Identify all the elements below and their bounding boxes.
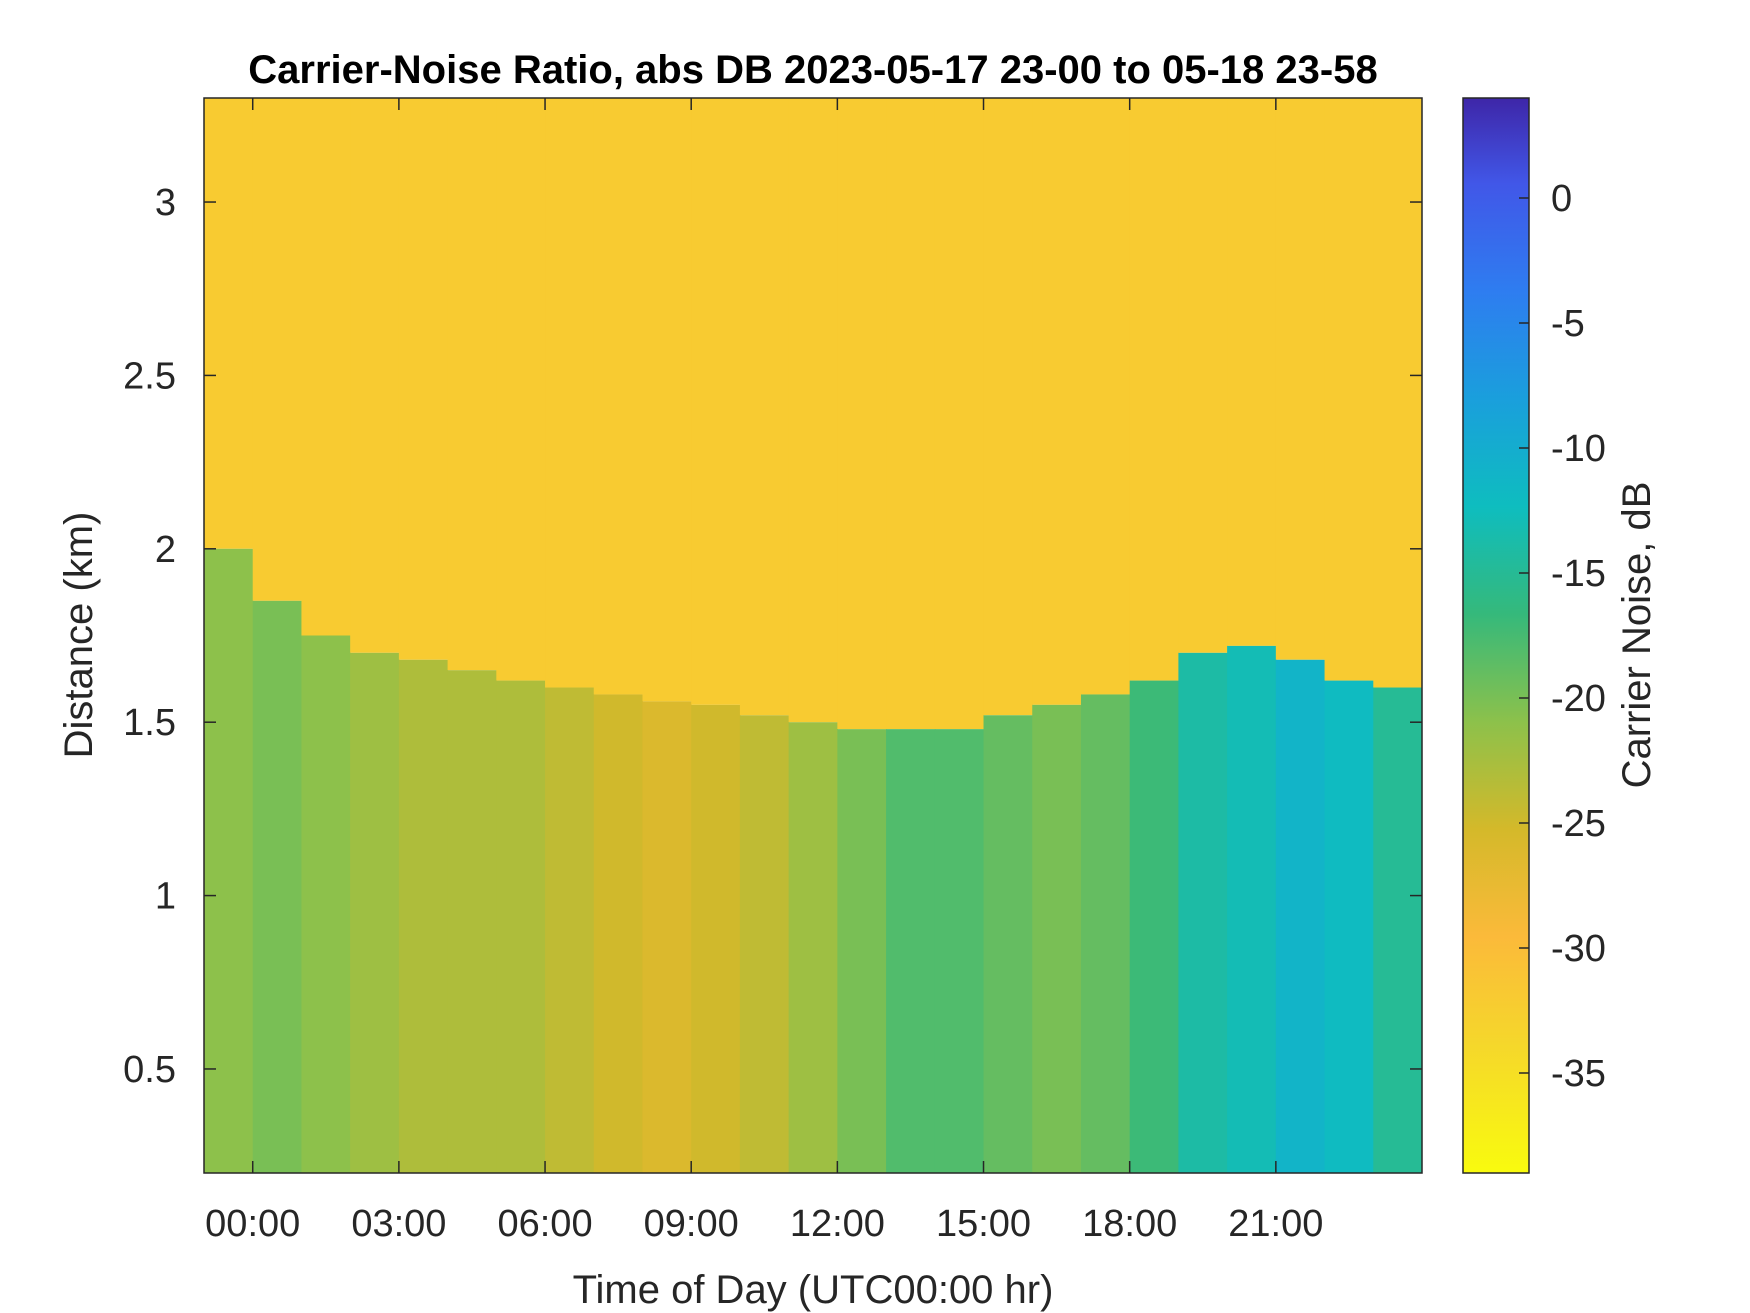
heatmap-cell-lower [837, 729, 887, 1173]
x-axis: 00:00 03:00 06:00 09:00 12:00 15:00 18:00 21:00 [205, 98, 1323, 1245]
heatmap-cell-lower [1324, 680, 1374, 1173]
heatmap-cell-upper [739, 98, 790, 716]
heatmap-cell-upper [350, 98, 400, 653]
y-tick-label: 3 [155, 182, 176, 224]
x-tick-label: 15:00 [936, 1203, 1031, 1245]
heatmap-cell-upper [1227, 98, 1277, 646]
heatmap-cell-lower [1129, 680, 1179, 1173]
chart-title: Carrier-Noise Ratio, abs DB 2023-05-17 2… [248, 48, 1377, 92]
heatmap-cell-lower [1032, 704, 1082, 1173]
heatmap-cell-lower [1080, 694, 1131, 1173]
y-tick-label: 1 [155, 876, 176, 918]
heatmap-cell-upper [1129, 98, 1179, 681]
colorbar-tick-label: -15 [1551, 553, 1606, 595]
heatmap-cell-upper [1324, 98, 1374, 681]
heatmap-cell-lower [593, 694, 644, 1173]
y-axis: 0.5 1 1.5 2 2.5 3 [123, 182, 1422, 1091]
heatmap-cell-upper [837, 98, 887, 730]
heatmap-cell-lower [496, 680, 546, 1173]
x-tick-label: 00:00 [205, 1203, 300, 1245]
colorbar-tick-label: -5 [1551, 303, 1585, 345]
x-tick-label: 21:00 [1228, 1203, 1323, 1245]
heatmap-cell-upper [642, 98, 692, 702]
heatmap-cell-lower [1373, 687, 1422, 1173]
heatmap-cell-lower [545, 687, 595, 1173]
heatmap-cell-upper [1080, 98, 1131, 695]
heatmap-cell-upper [934, 98, 985, 730]
heatmap-cell-upper [691, 98, 741, 705]
heatmap-cell-lower [350, 652, 400, 1173]
heatmap-cell-upper [886, 98, 936, 730]
heatmap-cell-lower [886, 729, 936, 1173]
heatmap-cell-upper [252, 98, 303, 601]
colorbar-axis: 0 -5 -10 -15 -20 -25 -30 -35 [1519, 178, 1606, 1095]
heatmap-cell-lower [788, 722, 838, 1173]
heatmap-cell-upper [301, 98, 351, 636]
heatmap-cell-lower [398, 659, 449, 1173]
x-axis-label: Time of Day (UTC00:00 hr) [573, 1268, 1054, 1312]
colorbar-tick-label: -10 [1551, 428, 1606, 470]
x-tick-label: 09:00 [644, 1203, 739, 1245]
colorbar-tick-label: 0 [1551, 178, 1572, 220]
heatmap-cell-upper [788, 98, 838, 723]
y-tick-label: 0.5 [123, 1049, 176, 1091]
heatmap-cell-upper [447, 98, 497, 671]
x-tick-label: 18:00 [1082, 1203, 1177, 1245]
colorbar-tick-label: -30 [1551, 928, 1606, 970]
heatmap-cell-upper [496, 98, 546, 681]
x-tick-label: 06:00 [497, 1203, 592, 1245]
heatmap-cell-upper [545, 98, 595, 688]
x-tick-label: 12:00 [790, 1203, 885, 1245]
heatmap-cell-upper [1178, 98, 1228, 653]
heatmap-cell-upper [398, 98, 449, 660]
heatmap-cell-lower [301, 635, 351, 1173]
heatmap-cell-upper [593, 98, 644, 695]
heatmap-cell-upper [1373, 98, 1422, 688]
heatmap [204, 98, 1422, 1173]
colorbar-label: Carrier Noise, dB [1615, 482, 1659, 789]
heatmap-cell-upper [983, 98, 1033, 716]
colorbar [1462, 97, 1530, 1174]
heatmap-cell-lower [1275, 659, 1326, 1173]
y-tick-label: 1.5 [123, 702, 176, 744]
colorbar-tick-label: -25 [1551, 803, 1606, 845]
heatmap-cell-upper [1275, 98, 1326, 660]
heatmap-cell-lower [983, 715, 1033, 1173]
heatmap-cell-lower [739, 715, 790, 1173]
colorbar-tick-label: -35 [1551, 1053, 1606, 1095]
heatmap-cell-lower [204, 548, 254, 1173]
colorbar-tick-label: -20 [1551, 678, 1606, 720]
plot-frame [203, 97, 1423, 1174]
y-axis-label: Distance (km) [57, 512, 101, 759]
heatmap-cell-upper [204, 98, 254, 549]
heatmap-cell-lower [642, 701, 692, 1173]
heatmap-cell-upper [1032, 98, 1082, 705]
x-tick-label: 03:00 [351, 1203, 446, 1245]
heatmap-cell-lower [934, 729, 985, 1173]
heatmap-cell-lower [691, 704, 741, 1173]
heatmap-cell-lower [1178, 652, 1228, 1173]
heatmap-cell-lower [447, 670, 497, 1173]
y-tick-label: 2.5 [123, 355, 176, 397]
heatmap-cell-lower [1227, 645, 1277, 1173]
y-tick-label: 2 [155, 529, 176, 571]
heatmap-cell-lower [252, 600, 303, 1173]
